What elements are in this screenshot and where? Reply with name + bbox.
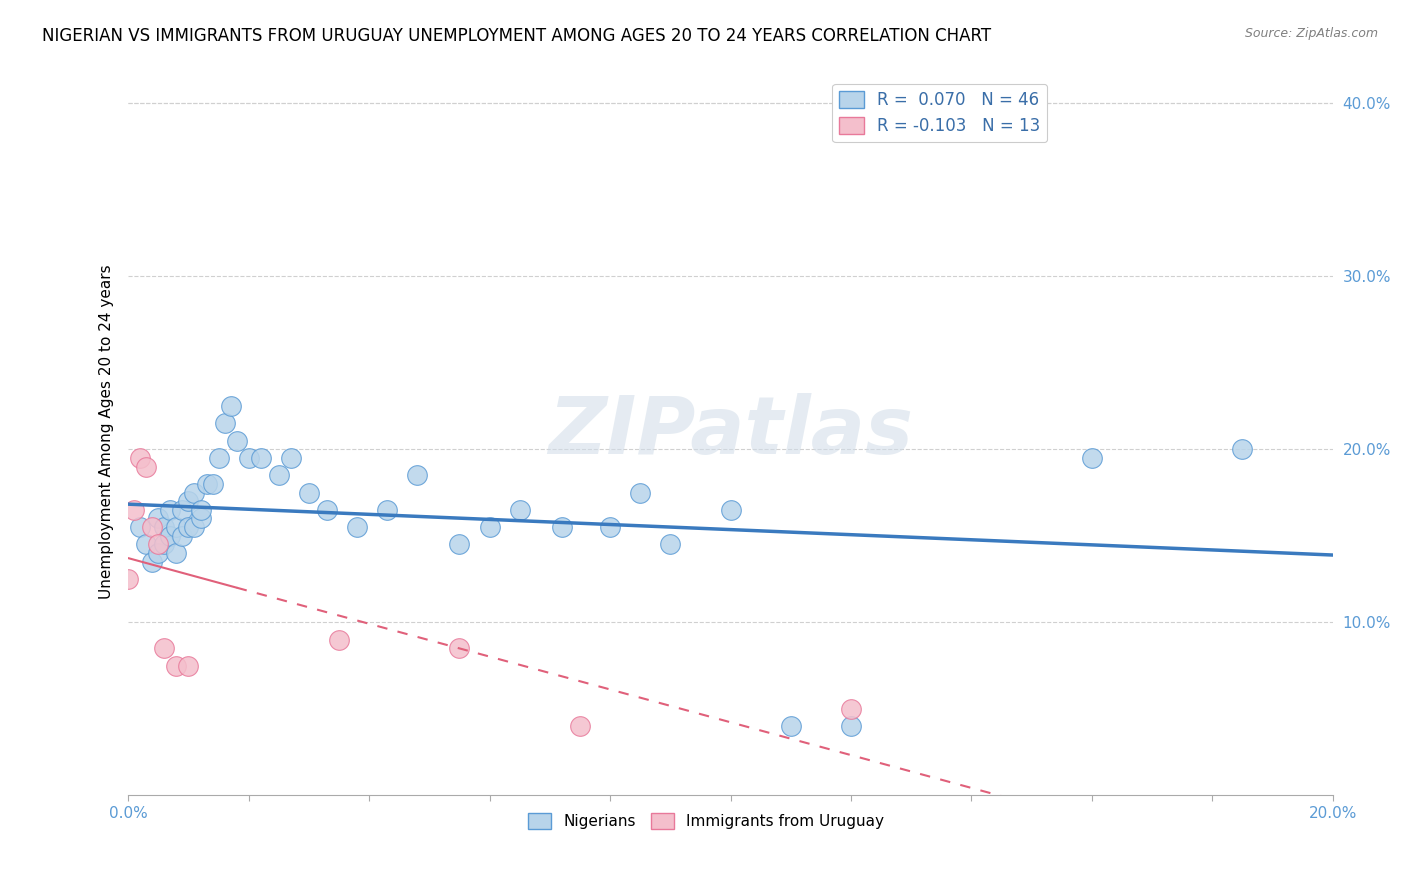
Point	[375, 503, 398, 517]
Point	[190, 511, 212, 525]
Text: Source: ZipAtlas.com: Source: ZipAtlas.com	[1244, 27, 1378, 40]
Point	[478, 520, 501, 534]
Y-axis label: Unemployment Among Ages 20 to 24 years: Unemployment Among Ages 20 to 24 years	[100, 265, 114, 599]
Point	[449, 641, 471, 656]
Point	[346, 520, 368, 534]
Point	[135, 459, 157, 474]
Point	[720, 503, 742, 517]
Point	[177, 658, 200, 673]
Point	[165, 520, 187, 534]
Point	[141, 520, 163, 534]
Point	[207, 450, 229, 465]
Point	[599, 520, 621, 534]
Point	[298, 485, 321, 500]
Legend: Nigerians, Immigrants from Uruguay: Nigerians, Immigrants from Uruguay	[522, 806, 890, 835]
Point	[117, 572, 139, 586]
Point	[839, 719, 862, 733]
Point	[238, 450, 260, 465]
Point	[201, 476, 224, 491]
Text: NIGERIAN VS IMMIGRANTS FROM URUGUAY UNEMPLOYMENT AMONG AGES 20 TO 24 YEARS CORRE: NIGERIAN VS IMMIGRANTS FROM URUGUAY UNEM…	[42, 27, 991, 45]
Point	[280, 450, 302, 465]
Point	[165, 546, 187, 560]
Point	[659, 537, 682, 551]
Point	[316, 503, 339, 517]
Point	[172, 503, 194, 517]
Point	[1232, 442, 1254, 457]
Point	[190, 503, 212, 517]
Point	[449, 537, 471, 551]
Text: ZIPatlas: ZIPatlas	[548, 393, 912, 471]
Point	[153, 520, 176, 534]
Point	[183, 520, 205, 534]
Point	[249, 450, 271, 465]
Point	[177, 520, 200, 534]
Point	[153, 641, 176, 656]
Point	[165, 658, 187, 673]
Point	[148, 537, 170, 551]
Point	[153, 537, 176, 551]
Point	[568, 719, 591, 733]
Point	[1081, 450, 1104, 465]
Point	[551, 520, 574, 534]
Point	[195, 476, 218, 491]
Point	[406, 468, 429, 483]
Point	[219, 399, 242, 413]
Point	[177, 494, 200, 508]
Point	[839, 702, 862, 716]
Point	[267, 468, 290, 483]
Point	[214, 417, 236, 431]
Point	[122, 503, 145, 517]
Point	[141, 555, 163, 569]
Point	[225, 434, 247, 448]
Point	[779, 719, 801, 733]
Point	[172, 529, 194, 543]
Point	[183, 485, 205, 500]
Point	[159, 529, 181, 543]
Point	[135, 537, 157, 551]
Point	[129, 520, 152, 534]
Point	[628, 485, 651, 500]
Point	[129, 450, 152, 465]
Point	[148, 546, 170, 560]
Point	[509, 503, 531, 517]
Point	[159, 503, 181, 517]
Point	[328, 632, 350, 647]
Point	[148, 511, 170, 525]
